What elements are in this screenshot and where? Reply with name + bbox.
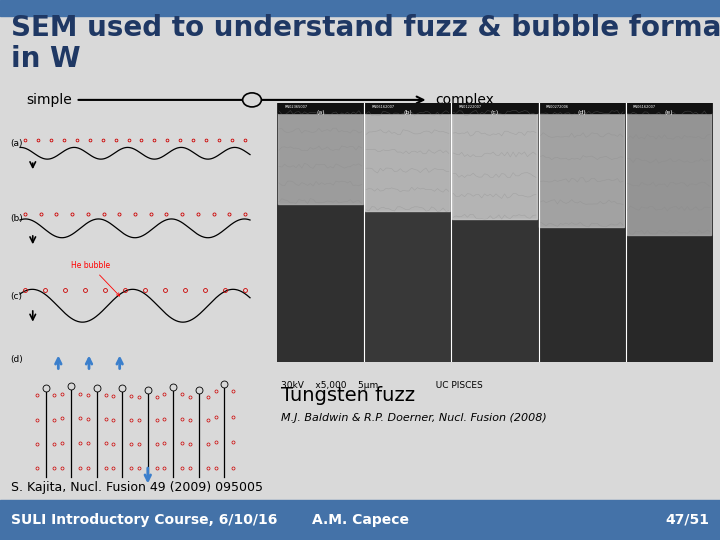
Text: (b): (b) — [10, 214, 22, 223]
Text: (c): (c) — [10, 292, 22, 301]
Text: RN06162007: RN06162007 — [372, 105, 395, 109]
Bar — [277, 103, 364, 362]
Text: simple: simple — [26, 93, 72, 107]
Bar — [451, 103, 539, 362]
Bar — [0, 500, 720, 540]
Text: Tungsten fuzz: Tungsten fuzz — [281, 386, 415, 405]
Text: (a): (a) — [317, 110, 325, 116]
Bar — [626, 103, 711, 113]
Bar — [626, 103, 713, 362]
Text: RN02365007: RN02365007 — [284, 105, 307, 109]
Bar — [278, 103, 363, 113]
Bar — [452, 113, 537, 219]
Text: SEM used to understand fuzz & bubble formation
in W: SEM used to understand fuzz & bubble for… — [11, 14, 720, 73]
Text: 47/51: 47/51 — [665, 513, 709, 526]
Text: (b): (b) — [403, 110, 413, 116]
Text: (d): (d) — [10, 355, 22, 364]
Text: M.J. Baldwin & R.P. Doerner, Nucl. Fusion (2008): M.J. Baldwin & R.P. Doerner, Nucl. Fusio… — [281, 413, 546, 423]
Text: RN00272006: RN00272006 — [546, 105, 569, 109]
Text: RN06162007: RN06162007 — [633, 105, 656, 109]
Circle shape — [243, 93, 261, 107]
Text: RN01222007: RN01222007 — [459, 105, 482, 109]
Text: (a): (a) — [10, 139, 22, 148]
Text: complex: complex — [436, 93, 495, 107]
Text: S. Kajita, Nucl. Fusion 49 (2009) 095005: S. Kajita, Nucl. Fusion 49 (2009) 095005 — [11, 481, 263, 494]
Text: (d): (d) — [577, 110, 587, 116]
Text: (c): (c) — [491, 110, 499, 116]
Bar — [278, 113, 363, 204]
Bar — [626, 113, 711, 235]
Bar — [364, 103, 451, 362]
Bar — [0, 0, 720, 16]
Text: (e): (e) — [665, 110, 673, 116]
Bar — [539, 103, 626, 362]
Text: 30kV    x5,000    5μm                    UC PISCES: 30kV x5,000 5μm UC PISCES — [281, 381, 482, 390]
Bar — [365, 103, 450, 113]
Text: SULI Introductory Course, 6/10/16: SULI Introductory Course, 6/10/16 — [11, 513, 277, 526]
Bar — [539, 103, 624, 113]
Bar — [539, 113, 624, 227]
Text: He bubble: He bubble — [71, 261, 120, 296]
Bar — [452, 103, 537, 113]
Bar — [365, 113, 450, 212]
Text: A.M. Capece: A.M. Capece — [312, 513, 408, 526]
